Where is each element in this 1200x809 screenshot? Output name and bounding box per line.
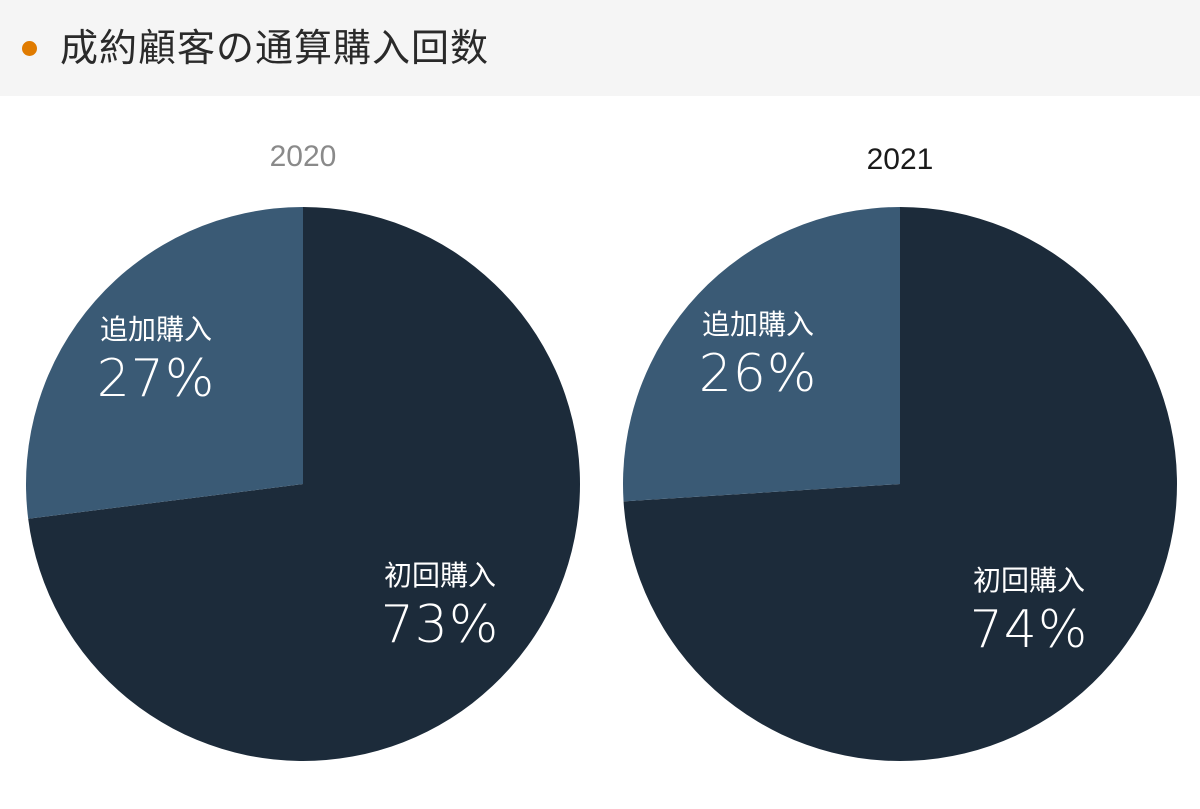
slice-label-2021-additional: 追加購入 26%	[658, 307, 858, 405]
slice-label-2020-first: 初回購入 73%	[340, 558, 540, 656]
slice-percent: 73%	[380, 595, 500, 655]
slice-label-2020-additional: 追加購入 27%	[56, 312, 256, 410]
pie-slice	[622, 207, 900, 502]
pie-chart-2020	[25, 206, 581, 761]
slice-percent: 27%	[96, 349, 216, 409]
header-bar: 成約顧客の通算購入回数	[0, 0, 1200, 96]
pie-slice	[623, 207, 1177, 762]
slice-name: 追加購入	[701, 308, 814, 341]
pie-chart-2021	[622, 207, 1177, 762]
pie-slice	[28, 207, 581, 761]
slice-percent: 74%	[969, 600, 1089, 660]
slice-name: 初回購入	[972, 564, 1085, 597]
slice-label-2021-first: 初回購入 74%	[929, 563, 1129, 661]
slice-name: 初回購入	[383, 559, 496, 592]
bullet-dot-icon	[22, 41, 37, 56]
slice-percent: 26%	[698, 344, 818, 404]
page-title: 成約顧客の通算購入回数	[60, 26, 490, 70]
chart-title-2021: 2021	[866, 143, 934, 176]
pie-slice	[25, 206, 303, 519]
chart-title-2020: 2020	[269, 140, 337, 173]
slice-name: 追加購入	[99, 313, 212, 346]
